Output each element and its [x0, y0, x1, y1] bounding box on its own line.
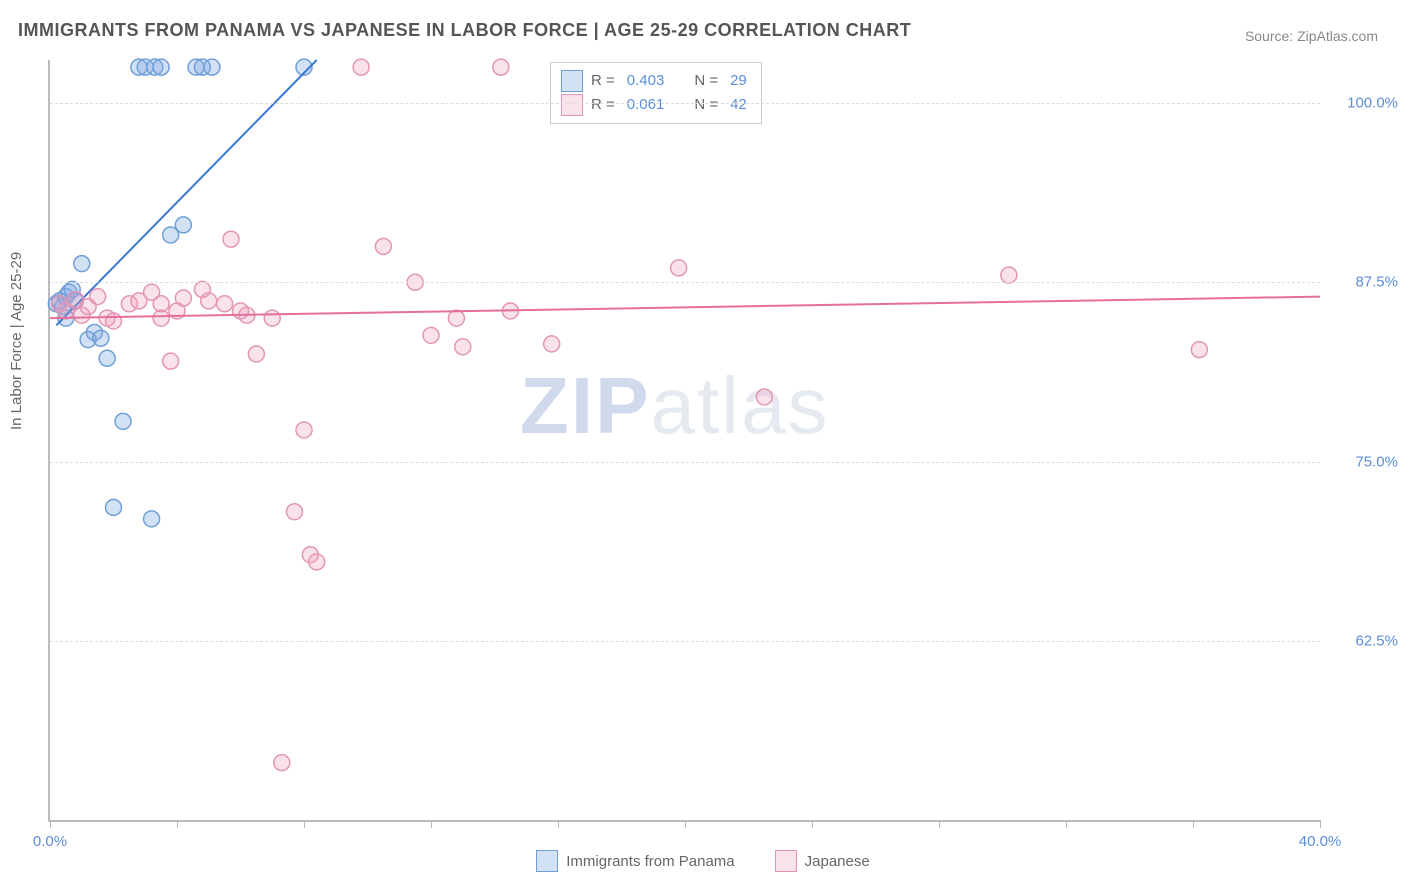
data-point [201, 293, 217, 309]
data-point [106, 313, 122, 329]
data-point [455, 339, 471, 355]
y-tick-label: 87.5% [1328, 274, 1398, 291]
legend-series-name: Immigrants from Panama [566, 853, 734, 870]
data-point [175, 217, 191, 233]
data-point [756, 389, 772, 405]
legend-n-label: N = [694, 69, 718, 93]
data-point [309, 554, 325, 570]
bottom-legend-item: Japanese [775, 850, 870, 872]
data-point [286, 504, 302, 520]
legend-swatch [536, 850, 558, 872]
legend-n-value: 42 [730, 93, 747, 117]
data-point [1001, 267, 1017, 283]
data-point [671, 260, 687, 276]
data-point [163, 353, 179, 369]
gridline [50, 282, 1320, 283]
legend-swatch [561, 70, 583, 92]
bottom-legend-item: Immigrants from Panama [536, 850, 734, 872]
x-tick [812, 820, 813, 828]
data-point [223, 231, 239, 247]
gridline [50, 462, 1320, 463]
legend-swatch [775, 850, 797, 872]
data-point [115, 413, 131, 429]
x-tick-label: 40.0% [1299, 833, 1342, 850]
gridline [50, 641, 1320, 642]
legend-series-name: Japanese [805, 853, 870, 870]
plot-area: ZIPatlas R =0.403N =29R =0.061N =42 62.5… [48, 60, 1320, 822]
data-point [296, 422, 312, 438]
x-tick [1320, 820, 1321, 828]
legend-swatch [561, 94, 583, 116]
data-point [99, 350, 115, 366]
data-point [1191, 342, 1207, 358]
plot-svg [50, 60, 1320, 820]
legend-r-value: 0.061 [627, 93, 665, 117]
data-point [423, 327, 439, 343]
x-tick [558, 820, 559, 828]
legend-r-value: 0.403 [627, 69, 665, 93]
legend-r-label: R = [591, 93, 615, 117]
data-point [153, 59, 169, 75]
chart-title: IMMIGRANTS FROM PANAMA VS JAPANESE IN LA… [18, 20, 911, 41]
legend-n-value: 29 [730, 69, 747, 93]
data-point [233, 303, 249, 319]
data-point [544, 336, 560, 352]
data-point [93, 330, 109, 346]
data-point [448, 310, 464, 326]
legend-r-label: R = [591, 69, 615, 93]
x-tick [50, 820, 51, 828]
x-tick [431, 820, 432, 828]
x-tick-label: 0.0% [33, 833, 67, 850]
x-tick [1193, 820, 1194, 828]
data-point [264, 310, 280, 326]
data-point [144, 511, 160, 527]
gridline [50, 103, 1320, 104]
trend-line [56, 60, 316, 325]
legend-stats-box: R = 0.403 N = 29 R = 0.061 N = 42 [550, 62, 762, 124]
data-point [204, 59, 220, 75]
x-tick [1066, 820, 1067, 828]
y-tick-label: 100.0% [1328, 95, 1398, 112]
legend-row: R = 0.061 N = 42 [561, 93, 751, 117]
y-axis-label: In Labor Force | Age 25-29 [8, 252, 25, 430]
source-label: Source: ZipAtlas.com [1245, 28, 1378, 44]
data-point [153, 296, 169, 312]
legend-row: R = 0.403 N = 29 [561, 69, 751, 93]
data-point [375, 238, 391, 254]
data-point [90, 289, 106, 305]
data-point [217, 296, 233, 312]
data-point [106, 499, 122, 515]
x-tick [177, 820, 178, 828]
data-point [353, 59, 369, 75]
y-tick-label: 75.0% [1328, 453, 1398, 470]
data-point [274, 755, 290, 771]
x-tick [685, 820, 686, 828]
data-point [248, 346, 264, 362]
x-tick [304, 820, 305, 828]
legend-n-label: N = [694, 93, 718, 117]
y-tick-label: 62.5% [1328, 632, 1398, 649]
data-point [74, 256, 90, 272]
data-point [493, 59, 509, 75]
bottom-legend: Immigrants from Panama Japanese [0, 850, 1406, 872]
x-tick [939, 820, 940, 828]
